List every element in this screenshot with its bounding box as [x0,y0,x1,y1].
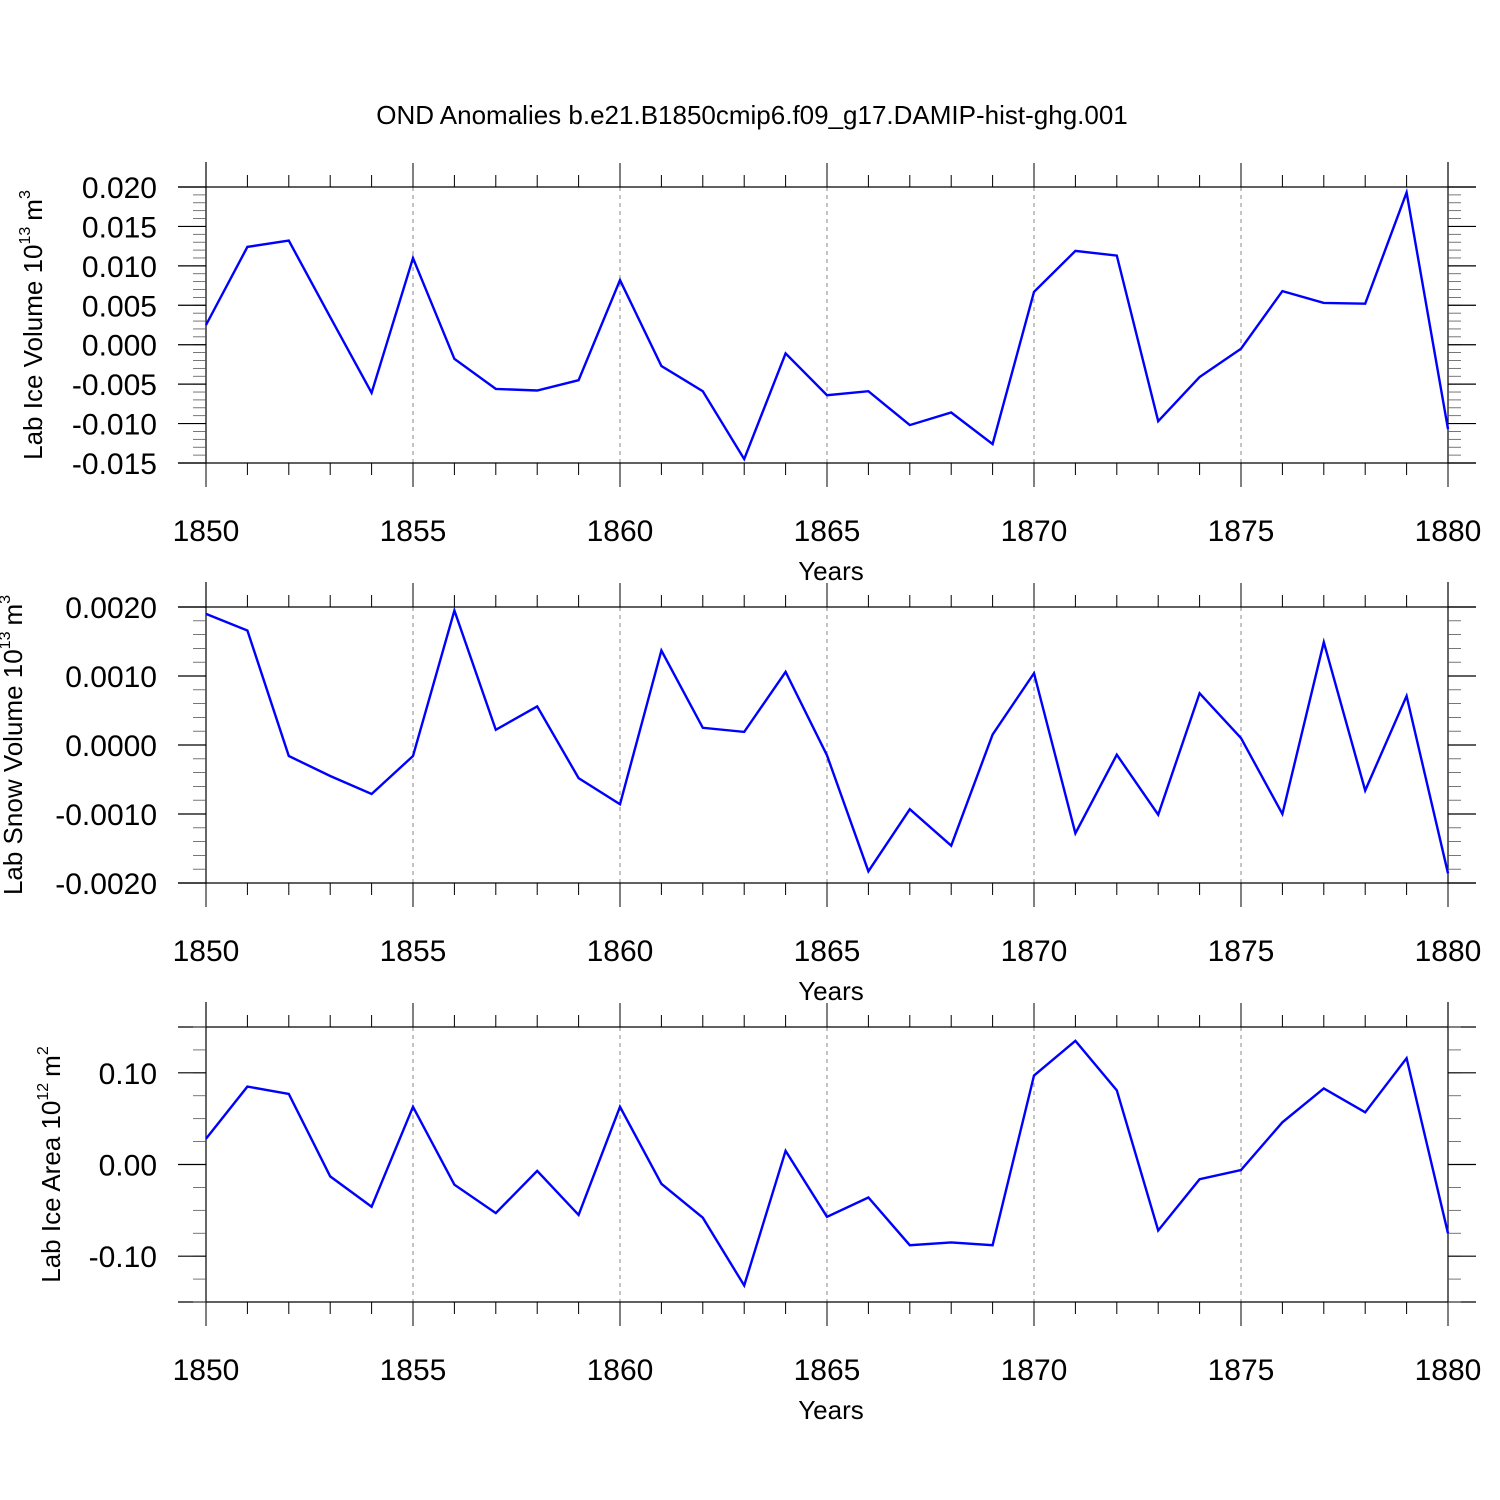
y-tick-label: -0.015 [72,448,157,481]
x-tick-label: 1850 [173,1354,240,1387]
series-line [204,187,1450,462]
y-tick-label: 0.10 [99,1058,157,1091]
x-tick-label: 1850 [173,935,240,968]
x-tick-label: 1865 [794,515,861,548]
y-tick-label: -0.0020 [55,868,157,901]
y-tick-label: 0.015 [82,211,157,244]
x-tick-label: 1855 [380,935,447,968]
x-tick-label: 1870 [1001,935,1068,968]
y-tick-label: -0.005 [72,369,157,402]
series-line [205,606,1450,874]
series-line [205,1039,1450,1289]
y-axis-label: Lab Snow Volume 1013m3 [0,595,28,895]
x-tick-label: 1860 [587,1354,654,1387]
x-tick-label: 1875 [1208,1354,1275,1387]
y-tick-label: 0.000 [82,330,157,363]
panel-2: 1850 1855 1860 1865 1870 1875 1880 -0.0020 -0.00… [0,582,1481,1006]
x-axis-label: Years [798,556,864,586]
x-axis-label: Years [798,1395,864,1425]
y-tick-label: -0.010 [72,409,157,442]
x-axis-label: Years [798,976,864,1006]
x-tick-label: 1870 [1001,515,1068,548]
x-tick-label: 1865 [794,935,861,968]
y-tick-label: 0.005 [82,290,157,323]
y-tick-label: -0.10 [89,1241,157,1274]
x-tick-label: 1875 [1208,935,1275,968]
x-tick-label: 1880 [1415,1354,1482,1387]
panel-1: 1850 1855 1860 1865 1870 1875 1880 -0.015 -0.010… [17,162,1481,586]
x-tick-label: 1850 [173,515,240,548]
x-tick-label: 1875 [1208,515,1275,548]
x-tick-label: 1880 [1415,935,1482,968]
y-tick-label: 0.020 [82,172,157,205]
figure-title: OND Anomalies b.e21.B1850cmip6.f09_g17.D… [376,100,1128,130]
x-tick-label: 1870 [1001,1354,1068,1387]
x-tick-label: 1880 [1415,515,1482,548]
x-tick-label: 1855 [380,1354,447,1387]
y-tick-label: 0.010 [82,251,157,284]
y-axis-label: Lab Ice Area 1012m2 [35,1046,66,1283]
y-tick-label: 0.00 [99,1150,157,1183]
x-tick-label: 1860 [587,515,654,548]
x-tick-label: 1855 [380,515,447,548]
y-tick-label: 0.0010 [65,661,157,694]
y-tick-label: 0.0020 [65,592,157,625]
y-tick-label: 0.0000 [65,730,157,763]
y-tick-label: -0.0010 [55,799,157,832]
x-tick-label: 1860 [587,935,654,968]
panel-3: 1850 1855 1860 1865 1870 1875 1880 -0.10 0.00 0.1… [35,1002,1481,1425]
x-tick-label: 1865 [794,1354,861,1387]
y-axis-label: Lab Ice Volume 1013m3 [17,190,48,460]
